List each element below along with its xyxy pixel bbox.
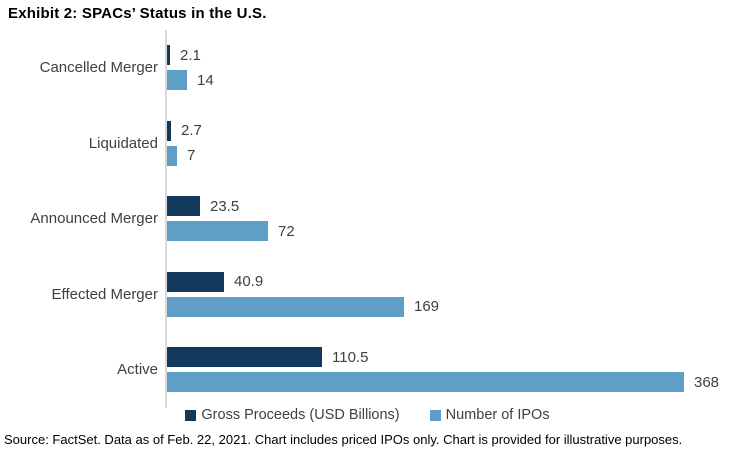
bar-value-label: 2.7 bbox=[181, 122, 202, 140]
category-bars: 2.1 14 bbox=[167, 45, 214, 91]
legend: Gross Proceeds (USD Billions) Number of … bbox=[0, 407, 735, 423]
legend-label-gross-proceeds: Gross Proceeds (USD Billions) bbox=[201, 407, 400, 423]
legend-swatch-gross-proceeds bbox=[185, 409, 197, 421]
legend-swatch-number-of-ipos bbox=[429, 409, 441, 421]
bar-value-label: 40.9 bbox=[234, 273, 264, 291]
bar-gross-proceeds bbox=[167, 196, 200, 217]
bar-number-of-ipos bbox=[167, 221, 268, 242]
chart-title: Exhibit 2: SPACs’ Status in the U.S. bbox=[8, 5, 267, 22]
category-label: Cancelled Merger bbox=[39, 59, 158, 77]
bar-row: 169 bbox=[167, 296, 440, 317]
y-axis-line bbox=[165, 30, 167, 408]
legend-item-gross-proceeds: Gross Proceeds (USD Billions) bbox=[185, 407, 400, 423]
bar-value-label: 2.1 bbox=[180, 46, 201, 64]
category-group: Effected Merger 40.9 169 bbox=[0, 257, 735, 333]
category-label: Announced Merger bbox=[30, 210, 158, 228]
bar-row: 368 bbox=[167, 372, 720, 393]
bar-gross-proceeds bbox=[167, 347, 322, 368]
bar-row: 72 bbox=[167, 221, 295, 242]
category-group: Active 110.5 368 bbox=[0, 332, 735, 408]
bar-number-of-ipos bbox=[167, 70, 187, 91]
plot-area: Cancelled Merger 2.1 14 Liquidated 2.7 7 Annou… bbox=[0, 30, 735, 408]
category-group: Cancelled Merger 2.1 14 bbox=[0, 30, 735, 106]
category-label: Liquidated bbox=[88, 134, 158, 152]
bar-row: 2.1 bbox=[167, 45, 214, 66]
category-bars: 110.5 368 bbox=[167, 347, 720, 393]
category-bars: 23.5 72 bbox=[167, 196, 295, 242]
bar-row: 23.5 bbox=[167, 196, 295, 217]
bar-value-label: 368 bbox=[694, 373, 720, 391]
bar-gross-proceeds bbox=[167, 45, 170, 66]
legend-item-number-of-ipos: Number of IPOs bbox=[429, 407, 550, 423]
category-bars: 2.7 7 bbox=[167, 120, 202, 166]
bar-groups: Cancelled Merger 2.1 14 Liquidated 2.7 7 Annou… bbox=[0, 30, 735, 408]
bar-row: 14 bbox=[167, 70, 214, 91]
bar-row: 7 bbox=[167, 145, 202, 166]
bar-number-of-ipos bbox=[167, 145, 177, 166]
bar-value-label: 110.5 bbox=[332, 348, 369, 366]
category-bars: 40.9 169 bbox=[167, 271, 440, 317]
bar-row: 40.9 bbox=[167, 271, 439, 292]
category-group: Liquidated 2.7 7 bbox=[0, 106, 735, 182]
category-group: Announced Merger 23.5 72 bbox=[0, 181, 735, 257]
bar-number-of-ipos bbox=[167, 296, 404, 317]
bar-value-label: 169 bbox=[414, 298, 440, 316]
legend-label-number-of-ipos: Number of IPOs bbox=[445, 407, 550, 423]
bar-value-label: 72 bbox=[278, 222, 295, 240]
bar-value-label: 7 bbox=[187, 147, 196, 165]
bar-value-label: 23.5 bbox=[210, 197, 240, 215]
category-label: Effected Merger bbox=[51, 285, 158, 303]
bar-gross-proceeds bbox=[167, 271, 224, 292]
category-label: Active bbox=[117, 361, 158, 379]
source-note: Source: FactSet. Data as of Feb. 22, 202… bbox=[4, 432, 683, 447]
bar-row: 110.5 bbox=[167, 347, 719, 368]
bar-number-of-ipos bbox=[167, 372, 684, 393]
bar-gross-proceeds bbox=[167, 120, 171, 141]
bar-row: 2.7 bbox=[167, 120, 202, 141]
bar-value-label: 14 bbox=[197, 71, 214, 89]
